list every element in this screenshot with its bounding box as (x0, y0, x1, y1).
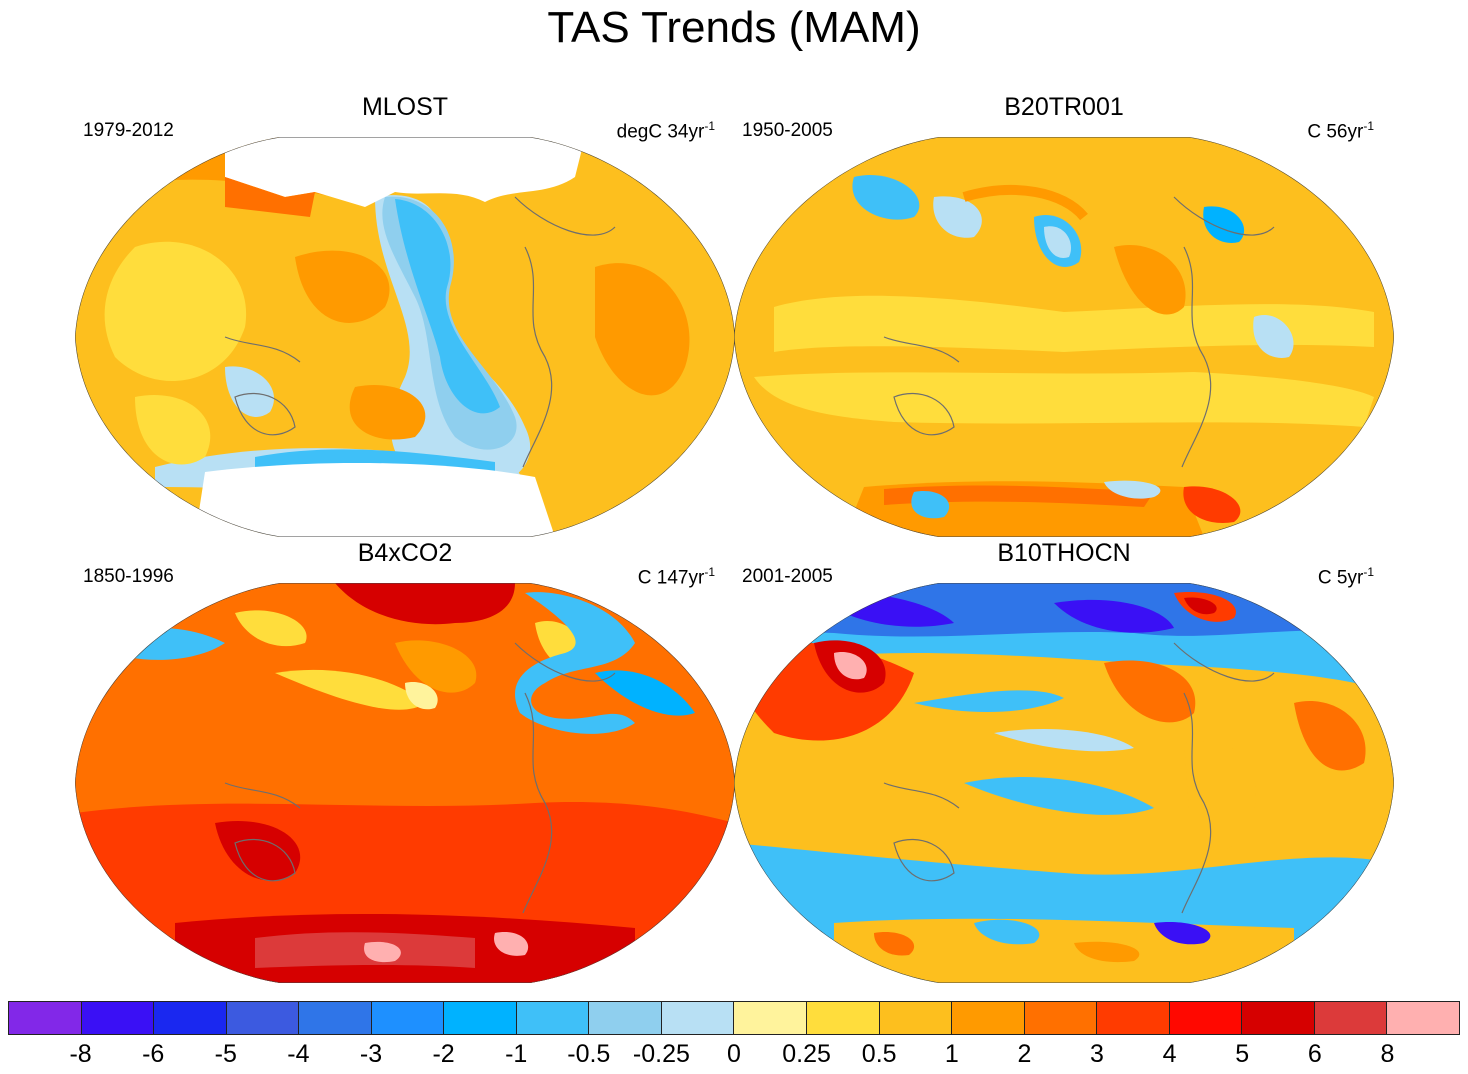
colorbar-label: 3 (1090, 1040, 1104, 1068)
panel-b4xco2: B4xCO2 1850-1996 C 147yr-1 (75, 538, 735, 988)
map-b4xco2 (75, 583, 735, 983)
panel-units: C 56yr-1 (1307, 119, 1374, 143)
colorbar-box (226, 1002, 300, 1034)
colorbar-label: 8 (1380, 1040, 1395, 1068)
panel-title: B10THOCN (997, 539, 1131, 567)
panel-period: 1950-2005 (742, 120, 833, 141)
panel-period: 1850-1996 (83, 566, 174, 587)
colorbar-box (879, 1002, 953, 1034)
colorbar-label: -8 (69, 1040, 92, 1068)
colorbar-box (952, 1002, 1025, 1034)
colorbar-label: -3 (359, 1040, 383, 1068)
colorbar-label: 1 (944, 1040, 959, 1068)
colorbar-boxes (8, 1001, 1460, 1035)
colorbar-box (807, 1002, 880, 1034)
colorbar-label: 2 (1017, 1040, 1032, 1068)
colorbar-box (1024, 1002, 1098, 1034)
panel-period: 1979-2012 (83, 120, 174, 141)
colorbar-label: 5 (1235, 1040, 1250, 1068)
panel-b10thocn: B10THOCN 2001-2005 C 5yr-1 (734, 538, 1394, 988)
figure-title: TAS Trends (MAM) (547, 3, 921, 52)
colorbar-box (516, 1002, 590, 1034)
panel-period: 2001-2005 (742, 566, 833, 587)
colorbar-box (371, 1002, 445, 1034)
panel-mlost: MLOST 1979-2012 degC 34yr-1 (75, 92, 735, 542)
colorbar-label: -5 (214, 1040, 237, 1068)
colorbar-box (734, 1002, 808, 1034)
panel-title: MLOST (361, 93, 449, 121)
colorbar-label: -2 (432, 1040, 455, 1068)
colorbar-label: 4 (1162, 1040, 1177, 1068)
colorbar: -8 -6 -5 -4 -3 -2 -1 -0.5 -0.25 0 0.25 0.5 1 2 3 4 5 6 8 (8, 1001, 1460, 1068)
colorbar-box (1314, 1002, 1388, 1034)
colorbar-label: 0.25 (782, 1040, 831, 1068)
colorbar-box (154, 1002, 227, 1034)
colorbar-label: -0.25 (632, 1040, 690, 1068)
colorbar-box (444, 1002, 517, 1034)
map-mlost (75, 137, 735, 537)
colorbar-box (1097, 1002, 1170, 1034)
panel-units: C 5yr-1 (1317, 565, 1374, 589)
colorbar-label: 0.5 (861, 1040, 897, 1068)
panel-units: C 147yr-1 (637, 565, 715, 589)
colorbar-label: 6 (1307, 1040, 1322, 1068)
panel-units: degC 34yr-1 (616, 119, 715, 143)
colorbar-box (1169, 1002, 1243, 1034)
map-b10thocn (734, 583, 1394, 983)
colorbar-label: -1 (505, 1040, 528, 1068)
colorbar-label: 0 (727, 1040, 741, 1068)
colorbar-label: -6 (142, 1040, 165, 1068)
colorbar-box (9, 1002, 82, 1034)
colorbar-label: -4 (287, 1040, 310, 1068)
colorbar-box (589, 1002, 662, 1034)
colorbar-box (81, 1002, 155, 1034)
colorbar-box (299, 1002, 372, 1034)
panel-title: B4xCO2 (357, 539, 453, 567)
colorbar-box (661, 1002, 735, 1034)
panel-title: B20TR001 (1004, 93, 1124, 121)
panel-b20tr001: B20TR001 1950-2005 C 56yr-1 (734, 92, 1394, 542)
colorbar-label: -0.5 (567, 1040, 611, 1068)
colorbar-box (1387, 1002, 1459, 1034)
map-b20tr001 (734, 137, 1394, 537)
colorbar-box (1242, 1002, 1315, 1034)
